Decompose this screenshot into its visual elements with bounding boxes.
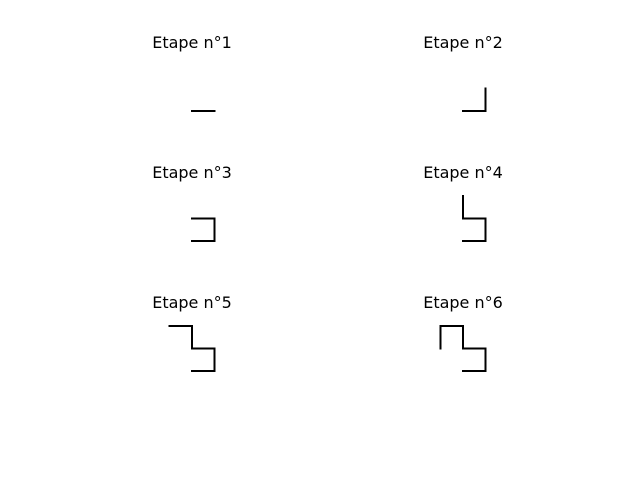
step-title: Etape n°6 (423, 293, 503, 312)
step-title: Etape n°2 (423, 33, 503, 52)
step-panel-2: Etape n°2 (393, 33, 533, 143)
step-panel-1: Etape n°1 (122, 33, 262, 143)
step-title: Etape n°4 (423, 163, 503, 182)
step-panel-3: Etape n°3 (122, 163, 262, 273)
step-panel-6: Etape n°6 (393, 293, 533, 403)
step-title: Etape n°5 (152, 293, 232, 312)
step-drawing (191, 110, 216, 112)
step-drawing (191, 217, 216, 242)
step-drawing (439, 325, 487, 372)
step-drawing (168, 325, 216, 372)
step-title: Etape n°3 (152, 163, 232, 182)
step-title: Etape n°1 (152, 33, 232, 52)
step-drawing (462, 87, 487, 112)
step-panel-4: Etape n°4 (393, 163, 533, 273)
step-drawing (462, 195, 487, 242)
step-panel-5: Etape n°5 (122, 293, 262, 403)
